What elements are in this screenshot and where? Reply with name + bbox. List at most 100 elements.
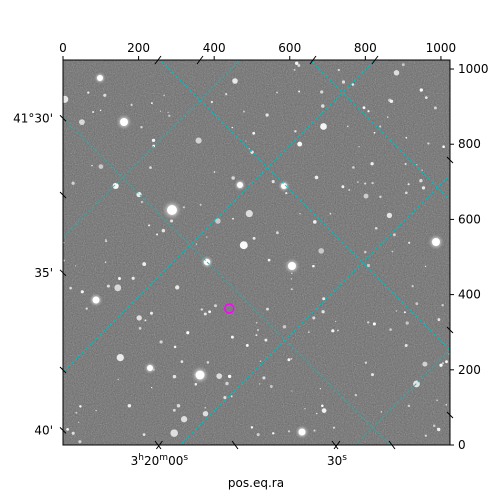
bright-star	[120, 118, 128, 126]
star	[321, 408, 327, 413]
star	[424, 96, 428, 99]
star	[245, 210, 253, 218]
grid-edge-tick	[154, 440, 162, 450]
star	[271, 180, 275, 184]
star	[144, 319, 147, 322]
star	[71, 431, 75, 435]
star	[85, 307, 88, 310]
star	[295, 61, 299, 65]
star	[282, 325, 287, 329]
star	[105, 240, 108, 243]
star	[380, 411, 383, 413]
star	[92, 111, 95, 113]
star	[307, 331, 310, 333]
star	[74, 265, 77, 267]
plot-frame	[62, 59, 451, 446]
star	[404, 191, 408, 195]
star	[313, 429, 316, 432]
star	[79, 405, 82, 408]
star	[421, 186, 426, 190]
star	[63, 259, 66, 262]
star	[367, 110, 370, 113]
star	[150, 386, 153, 389]
star	[347, 125, 349, 128]
ra-tick-mark	[155, 440, 163, 450]
star	[252, 236, 256, 240]
star	[427, 142, 430, 145]
star	[391, 250, 394, 253]
star	[348, 189, 351, 191]
star	[210, 100, 214, 104]
grid-edge-tick	[371, 55, 379, 65]
star	[231, 126, 234, 129]
grid-line	[179, 174, 450, 445]
star	[231, 176, 235, 180]
star	[331, 329, 335, 333]
star	[149, 166, 152, 169]
star	[182, 206, 186, 209]
y-tick-label: 200	[458, 363, 481, 377]
star	[291, 390, 293, 392]
star	[287, 430, 291, 433]
star	[180, 360, 184, 363]
star	[276, 91, 278, 94]
star	[266, 307, 269, 311]
star	[364, 250, 367, 254]
star	[117, 378, 119, 380]
star	[87, 91, 90, 94]
star	[167, 111, 169, 114]
star	[168, 114, 171, 117]
star	[79, 119, 85, 125]
star	[80, 290, 84, 294]
star	[116, 353, 124, 362]
star	[371, 373, 374, 377]
star	[441, 362, 444, 365]
star	[271, 432, 275, 435]
star	[103, 93, 107, 97]
star	[319, 388, 322, 390]
star	[200, 308, 203, 311]
bright-star	[298, 428, 306, 436]
bright-star	[92, 296, 100, 304]
star	[287, 358, 291, 362]
star	[172, 374, 177, 379]
dec-tick-label: 35'	[34, 266, 53, 280]
bright-star	[97, 75, 103, 81]
star	[175, 285, 180, 290]
star	[170, 429, 178, 437]
star	[358, 146, 360, 148]
star	[225, 381, 229, 386]
star	[258, 383, 261, 385]
star	[63, 95, 69, 103]
x-tick-label: 0	[59, 41, 67, 55]
star	[257, 329, 259, 331]
pixel-x-axis-top: 0 200 400 600 800 1000	[59, 41, 456, 60]
grid-line	[63, 117, 391, 445]
star	[255, 334, 258, 337]
star	[150, 102, 153, 105]
star	[393, 70, 400, 76]
star	[445, 403, 448, 406]
star	[69, 286, 72, 290]
star	[354, 393, 358, 397]
star	[239, 241, 248, 250]
star	[439, 363, 443, 367]
star	[159, 340, 163, 344]
star	[208, 310, 212, 314]
star	[265, 113, 269, 117]
star	[403, 311, 406, 314]
star	[105, 239, 107, 241]
bright-star	[195, 370, 205, 380]
star	[395, 310, 398, 312]
star	[404, 162, 407, 166]
ra-axis-bottom: 3h20m00s 30s	[131, 55, 396, 468]
star	[75, 411, 78, 414]
star	[290, 278, 293, 280]
star	[215, 218, 221, 224]
star	[106, 284, 110, 288]
star	[161, 228, 166, 233]
star	[78, 421, 80, 423]
star	[372, 322, 376, 326]
star	[66, 428, 69, 431]
